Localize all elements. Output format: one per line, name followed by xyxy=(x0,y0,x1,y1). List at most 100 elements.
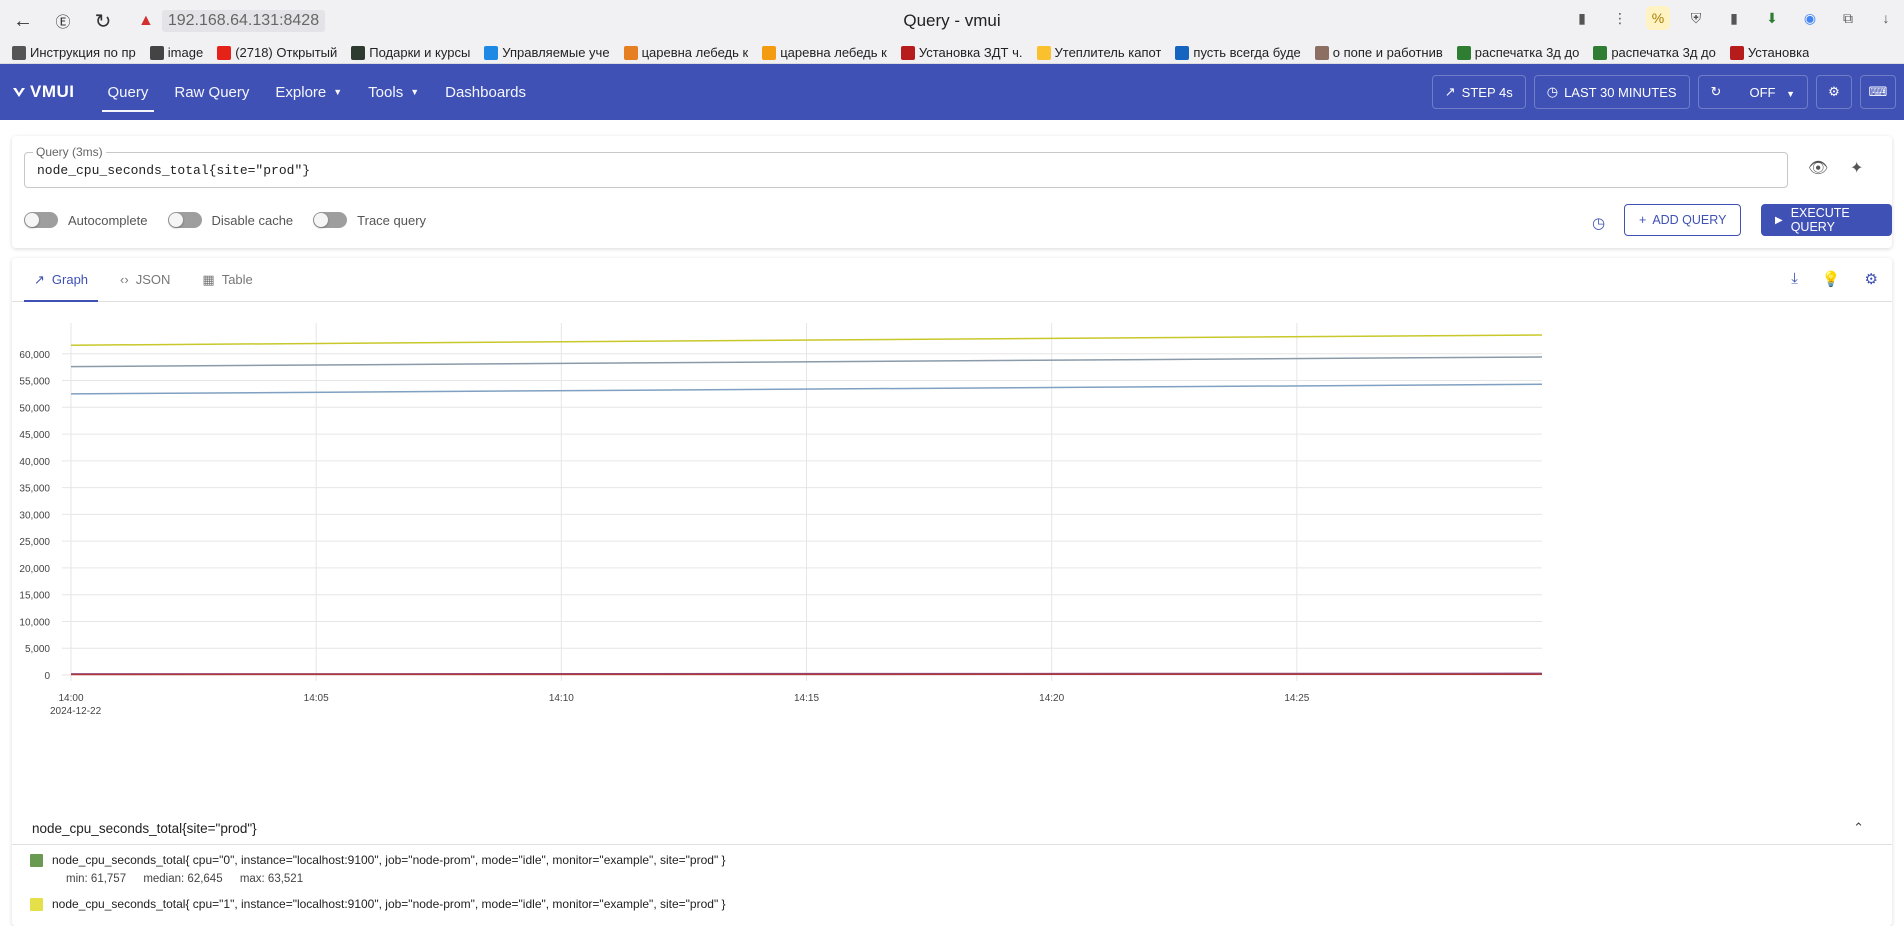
bookmark-favicon-icon xyxy=(1456,45,1471,60)
percent-extension-icon[interactable]: % xyxy=(1646,6,1670,30)
warning-icon: ▲ xyxy=(138,12,154,29)
menu-item-dashboards[interactable]: Dashboards xyxy=(445,64,526,120)
step-button[interactable]: ↗ STEP 4s xyxy=(1431,75,1526,109)
bookmarks-bar: Инструкция по пр image (2718) Открытый Пода… xyxy=(0,42,1904,64)
bulb-icon[interactable]: 💡 xyxy=(1821,271,1841,288)
bookmark-item[interactable]: царевна лебедь к xyxy=(623,45,748,60)
download-icon[interactable]: ⤓ xyxy=(1791,270,1798,287)
time-range-label: LAST 30 MINUTES xyxy=(1564,84,1677,100)
bookmark-item[interactable]: о попе и работнив xyxy=(1314,45,1443,60)
bookmark-item[interactable]: царевна лебедь к xyxy=(762,45,887,60)
menu-item-tools[interactable]: Tools ▼ xyxy=(368,64,419,120)
sparkle-icon[interactable]: ✦ xyxy=(1850,160,1864,177)
back-icon[interactable]: ← xyxy=(13,9,33,32)
menu-label: Raw Query xyxy=(174,83,250,101)
history-icon[interactable]: ◷ xyxy=(1592,215,1606,232)
table-icon: ▦ xyxy=(202,271,215,287)
stat-max: max: 63,521 xyxy=(239,873,304,885)
legend-group-header[interactable]: node_cpu_seconds_total{site="prod"} ⌃ xyxy=(12,813,1892,845)
bookmark-label: Подарки и курсы xyxy=(369,45,471,60)
keyboard-button[interactable]: ⌨ xyxy=(1860,75,1896,109)
toggle-switch[interactable] xyxy=(24,212,58,228)
settings-button[interactable]: ⚙ xyxy=(1816,75,1852,109)
reload-icon[interactable]: ↻ xyxy=(94,10,112,33)
graph-settings-icon[interactable]: ⚙ xyxy=(1864,271,1878,288)
query-input[interactable]: Query (3ms) node_cpu_seconds_total{site=… xyxy=(24,145,1788,188)
bookmark-favicon-icon xyxy=(12,45,26,60)
tab-label: JSON xyxy=(135,272,171,287)
bookmark-favicon-icon xyxy=(1314,45,1329,60)
bookmark-favicon-icon xyxy=(900,45,915,60)
x-date-label: 2024-12-22 xyxy=(50,706,102,717)
bookmark-item[interactable]: Установка ЗДТ ч. xyxy=(900,45,1023,60)
toggle-switch[interactable] xyxy=(167,212,202,228)
url-text[interactable]: 192.168.64.131:8428 xyxy=(161,10,326,32)
execute-query-button[interactable]: ▶ EXECUTE QUERY xyxy=(1761,204,1892,236)
y-tick-label: 25,000 xyxy=(19,537,50,548)
chart-area[interactable]: 0 5,000 10,000 15,000 20,000 25,000 30,000 35,0… xyxy=(12,303,1892,803)
bookmark-item[interactable]: Подарки и курсы xyxy=(351,45,470,60)
y-tick-label: 10,000 xyxy=(19,617,50,628)
refresh-button[interactable]: ↻ OFF ▼ xyxy=(1697,75,1808,109)
menu-item-query[interactable]: Query xyxy=(101,64,155,120)
toggle-switch[interactable] xyxy=(313,212,348,228)
chevron-down-icon: ▼ xyxy=(1786,88,1795,99)
toggle-autocomplete[interactable]: Autocomplete xyxy=(24,212,148,228)
bookmark-item[interactable]: (2718) Открытый xyxy=(217,45,337,60)
toggle-disable-cache[interactable]: Disable cache xyxy=(167,212,294,228)
chrome-extension-icon[interactable]: ◉ xyxy=(1803,9,1817,26)
toggle-label: Disable cache xyxy=(211,212,294,228)
menu-item-explore[interactable]: Explore ▼ xyxy=(275,64,342,120)
legend-item[interactable]: node_cpu_seconds_total{ cpu="1", instanc… xyxy=(12,885,1892,911)
app-header: VMUI Query Raw Query Explore ▼ Tools ▼ Dashboa… xyxy=(0,64,1904,120)
tab-graph[interactable]: ↗ Graph xyxy=(24,258,99,302)
y-tick-label: 20,000 xyxy=(19,564,50,575)
y-tick-label: 35,000 xyxy=(19,484,50,495)
bookmark-item[interactable]: пусть всегда буде xyxy=(1175,45,1301,60)
y-tick-label: 40,000 xyxy=(19,457,50,468)
shield-grey-icon[interactable]: ▮ xyxy=(1730,9,1738,26)
add-query-button[interactable]: + ADD QUERY xyxy=(1624,204,1742,236)
menu-label: Explore xyxy=(275,83,327,101)
bookmark-item[interactable]: Установка xyxy=(1729,45,1809,60)
bookmark-favicon-icon xyxy=(149,45,164,60)
bookmark-item[interactable]: Утеплитель капот xyxy=(1036,45,1161,60)
query-value[interactable]: node_cpu_seconds_total{site="prod"} xyxy=(37,163,311,178)
time-range-button[interactable]: ◷ LAST 30 MINUTES xyxy=(1533,75,1690,109)
legend-item[interactable]: node_cpu_seconds_total{ cpu="0", instanc… xyxy=(12,845,1892,885)
line-chart[interactable]: 0 5,000 10,000 15,000 20,000 25,000 30,000 35,0… xyxy=(12,303,1892,803)
bookmark-item[interactable]: Управляемые уче xyxy=(484,45,610,60)
downloads-icon[interactable]: ↓ xyxy=(1882,10,1890,26)
legend-stats: min: 61,757 median: 62,645 max: 63,521 xyxy=(66,873,1892,885)
tab-json[interactable]: ‹› JSON xyxy=(110,258,180,301)
legend-group-title: node_cpu_seconds_total{site="prod"} xyxy=(32,821,257,836)
tab-label: Table xyxy=(221,272,253,287)
vmui-logo[interactable]: VMUI xyxy=(12,82,75,102)
menu-item-raw-query[interactable]: Raw Query xyxy=(174,64,249,120)
address-bar[interactable]: ▲ 192.168.64.131:8428 xyxy=(138,9,326,33)
chevron-up-icon[interactable]: ⌃ xyxy=(1853,820,1864,835)
tab-label: Graph xyxy=(51,272,89,287)
download-green-icon[interactable]: ⬇ xyxy=(1766,9,1778,26)
eye-icon[interactable]: 👁 xyxy=(1808,160,1829,177)
stat-median: median: 62,645 xyxy=(143,873,223,885)
stat-min: min: 61,757 xyxy=(66,873,127,885)
shield-extension-icon[interactable]: ⛨ xyxy=(1690,9,1702,26)
chart-line-icon: ↗ xyxy=(34,271,45,287)
more-icon[interactable]: ⋮ xyxy=(1613,9,1627,26)
query-label: Query (3ms) xyxy=(33,145,106,159)
tab-table[interactable]: ▦ Table xyxy=(192,258,262,301)
legend-swatch xyxy=(30,853,43,867)
toggle-label: Trace query xyxy=(357,212,427,228)
bookmark-item[interactable]: распечатка 3д до xyxy=(1593,45,1716,60)
toggle-trace-query[interactable]: Trace query xyxy=(313,212,426,228)
gear-icon: ⚙ xyxy=(1828,84,1840,99)
bookmark-icon[interactable]: ▮ xyxy=(1578,9,1586,26)
extensions-icon[interactable]: ⧉ xyxy=(1843,9,1853,26)
bookmark-item[interactable]: распечатка 3д до xyxy=(1456,45,1579,60)
yandex-icon[interactable]: Ⓔ xyxy=(55,13,71,31)
y-tick-label: 50,000 xyxy=(19,403,50,414)
bookmark-label: Установка ЗДТ ч. xyxy=(918,45,1023,60)
bookmark-item[interactable]: image xyxy=(149,45,203,60)
bookmark-item[interactable]: Инструкция по пр xyxy=(12,45,136,60)
